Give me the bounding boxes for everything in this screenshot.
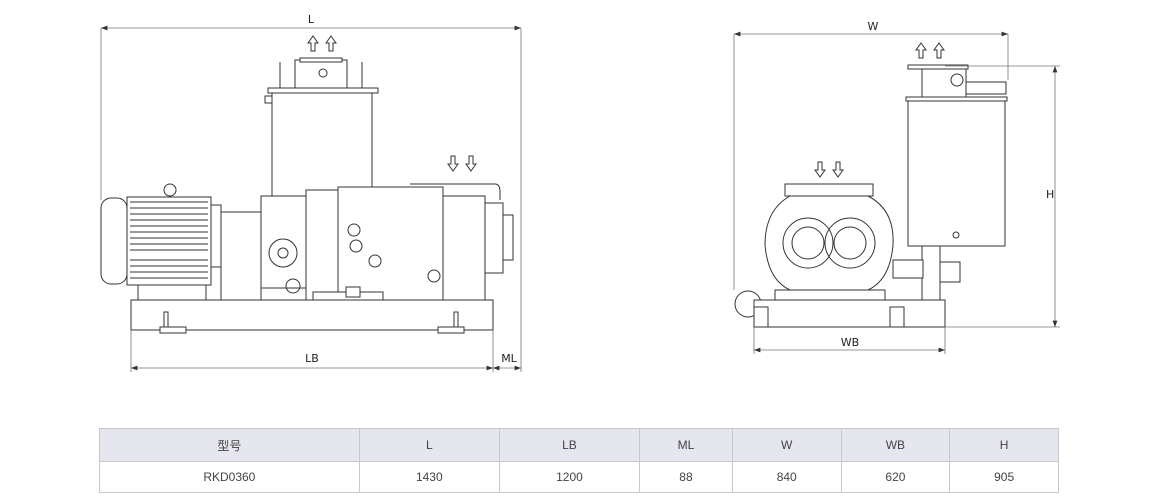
dim-ML-label: ML — [501, 352, 517, 365]
front-view: W H WB — [733, 20, 1060, 354]
cell-LB: 1200 — [498, 461, 641, 493]
col-WB: WB — [840, 428, 951, 462]
dim-WB-label: WB — [841, 336, 859, 349]
outlet-arrows-front — [915, 42, 945, 59]
side-view: L — [100, 13, 522, 372]
col-L: L — [358, 428, 500, 462]
cell-H: 905 — [949, 461, 1059, 493]
dim-LB-label: LB — [305, 352, 319, 365]
cell-WB: 620 — [840, 461, 951, 493]
cell-W: 840 — [731, 461, 842, 493]
dim-L-label: L — [308, 13, 315, 26]
col-H: H — [949, 428, 1059, 462]
table-row: RKD0360 1430 1200 88 840 620 905 — [99, 461, 1059, 493]
col-LB: LB — [498, 428, 641, 462]
cell-ML: 88 — [639, 461, 733, 493]
dim-W-label: W — [868, 20, 879, 33]
inlet-arrows-front — [814, 161, 844, 178]
col-ML: ML — [639, 428, 733, 462]
technical-drawing: L — [100, 13, 1060, 372]
col-model: 型号 — [99, 428, 360, 462]
dim-H-label: H — [1046, 188, 1054, 201]
cell-L: 1430 — [358, 461, 500, 493]
motor-fins — [130, 201, 208, 279]
cell-model: RKD0360 — [99, 461, 360, 493]
inlet-arrows — [447, 155, 477, 172]
col-W: W — [731, 428, 842, 462]
table-header-row: 型号 L LB ML W WB H — [99, 428, 1059, 462]
outlet-arrows — [307, 35, 337, 52]
dimension-table: 型号 L LB ML W WB H RKD0360 1430 1200 88 8… — [99, 428, 1059, 493]
